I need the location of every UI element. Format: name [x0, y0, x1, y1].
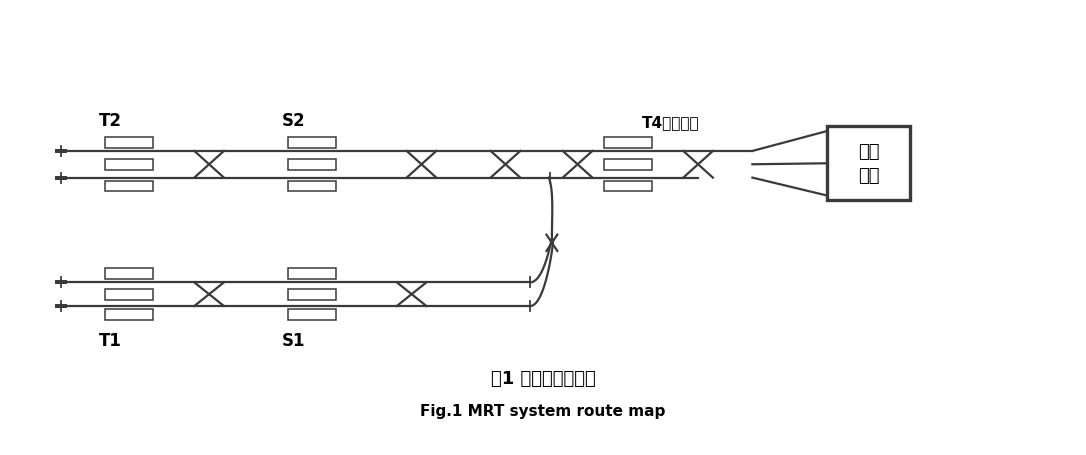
Bar [105, 269, 153, 280]
Bar [288, 309, 336, 320]
Bar [604, 181, 652, 192]
Text: Fig.1 MRT system route map: Fig.1 MRT system route map [420, 403, 666, 418]
Bar [288, 289, 336, 300]
Text: 车辆
基地: 车辆 基地 [858, 143, 880, 185]
Bar [288, 160, 336, 170]
Bar [105, 138, 153, 149]
Bar [604, 138, 652, 149]
Bar [604, 160, 652, 170]
Bar [105, 309, 153, 320]
Text: 图1 捷运系统线路图: 图1 捷运系统线路图 [491, 369, 595, 387]
Bar [105, 289, 153, 300]
Bar [826, 127, 910, 201]
Text: S2: S2 [281, 112, 305, 130]
Text: S1: S1 [281, 331, 305, 349]
Text: T1: T1 [99, 331, 122, 349]
Bar [105, 181, 153, 192]
Bar [288, 181, 336, 192]
Bar [105, 160, 153, 170]
Bar [288, 269, 336, 280]
Text: T4（预留）: T4（预留） [642, 115, 699, 130]
Bar [288, 138, 336, 149]
Text: T2: T2 [99, 112, 122, 130]
